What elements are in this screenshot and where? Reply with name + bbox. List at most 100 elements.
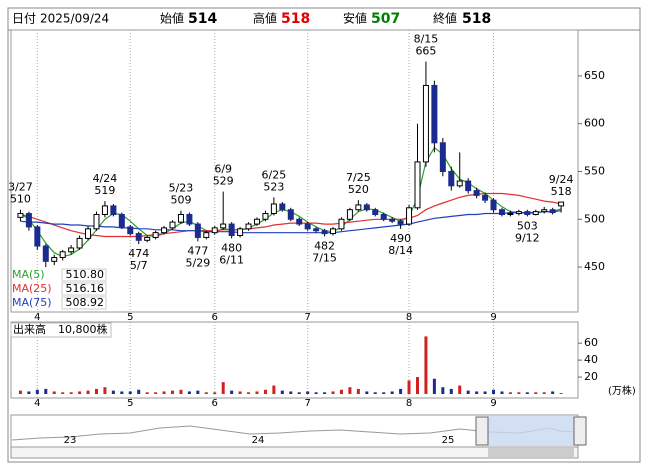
candle-body: [448, 170, 455, 187]
volume-bar: [365, 391, 369, 394]
header-label: 日付: [12, 12, 36, 26]
candle-body: [473, 190, 480, 196]
annotation-date: 9/12: [515, 231, 540, 244]
volume-bar: [162, 391, 166, 394]
legend-name: MA(25): [12, 282, 52, 295]
candle-body: [515, 211, 522, 215]
candle-body: [42, 245, 49, 262]
candle-body: [101, 205, 108, 215]
volume-current: 10,800株: [58, 322, 108, 336]
volume-bar: [314, 392, 318, 394]
volume-bar: [475, 391, 479, 394]
annotation-date: 8/15: [414, 33, 439, 46]
navigator-selection[interactable]: [488, 416, 574, 446]
candle-body: [279, 203, 286, 211]
annotation-value: 474: [128, 247, 149, 260]
legend-box: [61, 296, 107, 310]
volume-bar: [18, 390, 22, 394]
candle-body: [422, 84, 429, 163]
volume-bar: [128, 391, 132, 394]
volume-bar: [145, 392, 149, 394]
candle-body: [211, 227, 218, 234]
volume-bar: [399, 388, 403, 394]
y-tick-label: 500: [584, 212, 605, 225]
candle-body: [34, 226, 41, 247]
volume-bar: [559, 393, 563, 394]
candle-body: [439, 142, 446, 172]
annotation-date: 7/25: [346, 171, 371, 184]
x-tick-label: 7: [304, 398, 310, 409]
volume-bar: [289, 391, 293, 394]
scrollbar[interactable]: [10, 446, 579, 459]
annotation-value: 529: [213, 175, 234, 188]
header-label: 終値: [433, 11, 457, 26]
header-label: 始値: [160, 11, 184, 26]
volume-bar: [255, 391, 259, 394]
candle-body: [93, 213, 100, 230]
volume-bar: [525, 392, 529, 394]
navigator-handle[interactable]: [573, 416, 587, 446]
candle-body: [85, 228, 92, 239]
navigator-label: 23: [64, 435, 77, 446]
annotation-value: 509: [170, 194, 191, 207]
volume-bar: [280, 390, 284, 394]
annotation-date: 9/24: [549, 173, 574, 186]
candle-body: [296, 218, 303, 225]
annotation-date: 6/25: [262, 168, 287, 181]
candle-body: [372, 209, 379, 215]
y-tick-label: 600: [584, 117, 605, 130]
volume-bar: [69, 392, 73, 394]
y-tick-label: 650: [584, 69, 605, 82]
volume-bar: [263, 389, 267, 394]
ma-line: [20, 210, 562, 234]
volume-unit: (万株): [608, 384, 636, 397]
candle-body: [465, 180, 472, 192]
navigator-handle[interactable]: [475, 416, 489, 446]
legend-name: MA(5): [12, 268, 45, 281]
volume-bar: [331, 391, 335, 394]
scrollbar-thumb[interactable]: [488, 448, 574, 457]
ma-line: [20, 192, 562, 238]
volume-bar: [500, 391, 504, 394]
annotation-value: 523: [263, 180, 284, 193]
volume-bar: [94, 388, 98, 394]
annotation-date: 3/27: [8, 181, 33, 194]
candle-body: [330, 228, 337, 235]
volume-bar: [339, 389, 343, 394]
navigator-label: 24: [252, 435, 265, 446]
candle-body: [397, 220, 404, 225]
volume-bar: [171, 390, 175, 394]
volume-bar: [449, 388, 453, 394]
volume-bar: [415, 377, 419, 394]
volume-bar: [35, 389, 39, 394]
candle-body: [25, 213, 32, 228]
volume-bar: [356, 388, 360, 394]
volume-bar: [323, 392, 327, 394]
volume-bar: [483, 391, 487, 394]
header-value: 514: [188, 11, 217, 27]
annotation-value: 510: [10, 193, 31, 206]
volume-bar: [230, 390, 234, 394]
annotation-date: 5/29: [185, 256, 210, 269]
volume-bar: [390, 391, 394, 394]
candle-body: [482, 194, 489, 201]
header-label: 安値: [343, 11, 367, 26]
legend-value: 516.16: [66, 282, 105, 295]
candle-body: [76, 237, 83, 249]
volume-bar: [78, 391, 82, 394]
price-panel: [10, 29, 579, 313]
volume-bar: [441, 387, 445, 394]
legend-value: 510.80: [66, 268, 105, 281]
annotation-date: 5/23: [169, 182, 194, 195]
candle-body: [346, 209, 353, 220]
volume-bar: [424, 336, 428, 394]
candle-body: [338, 218, 345, 230]
annotation-date: 5/7: [130, 259, 148, 272]
candle-body: [68, 247, 75, 253]
x-tick-label: 6: [212, 398, 218, 409]
candle-body: [456, 180, 463, 187]
candle-body: [127, 226, 134, 235]
volume-bar: [542, 392, 546, 394]
legend-box: [61, 282, 107, 296]
candle-body: [304, 223, 311, 230]
